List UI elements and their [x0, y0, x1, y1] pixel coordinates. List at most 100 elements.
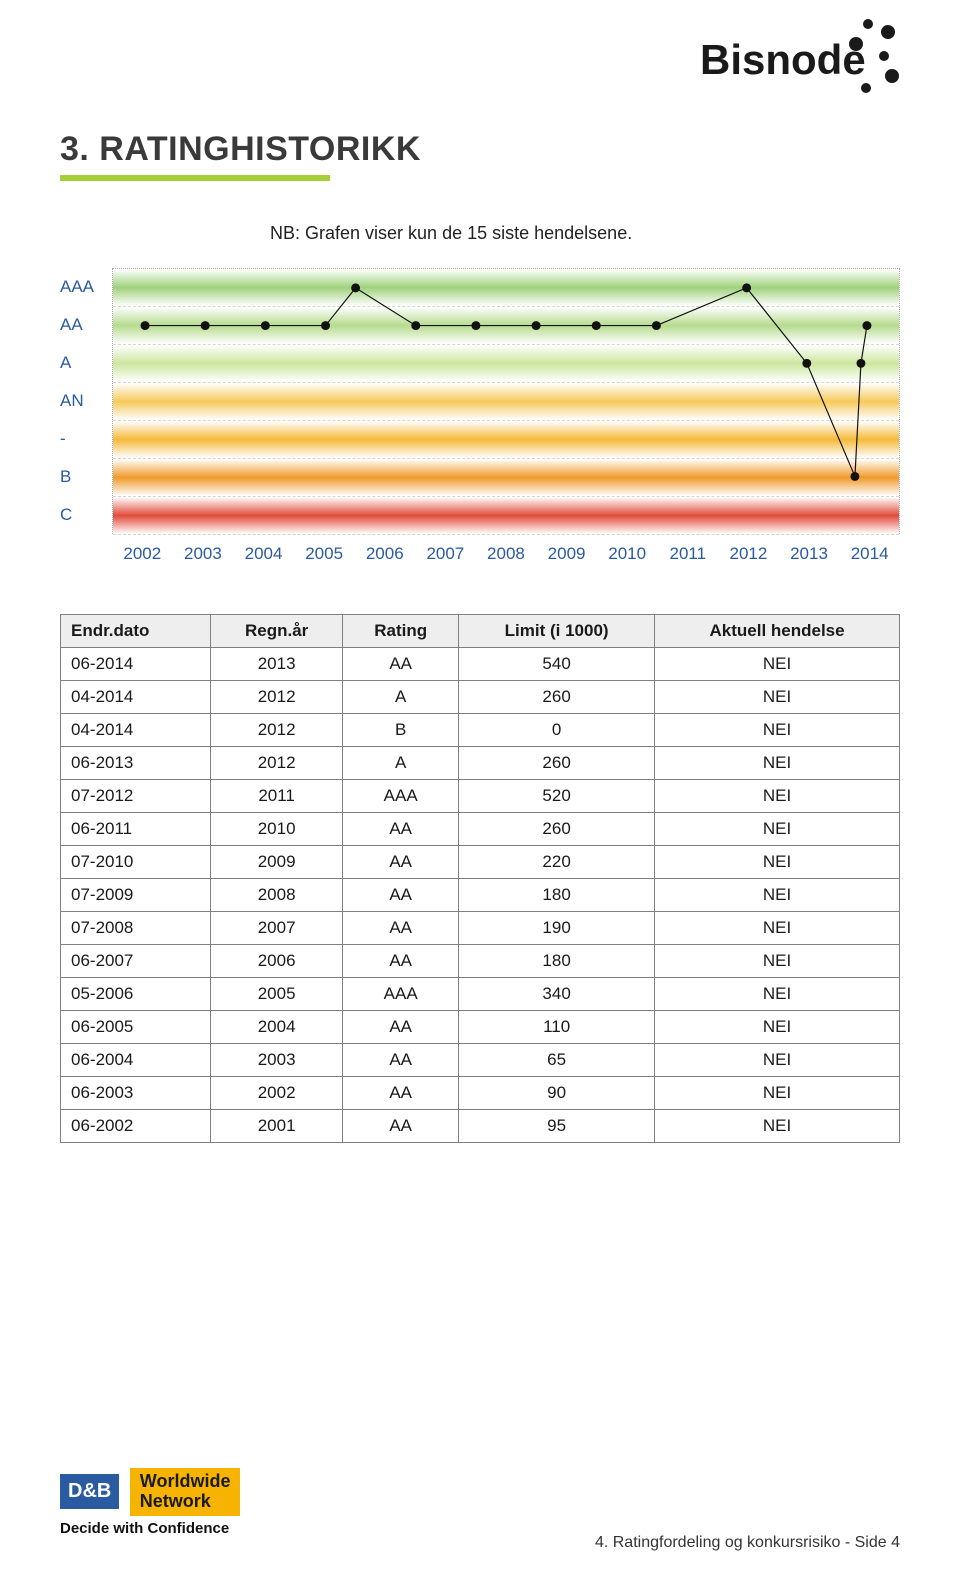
x-axis-label: 2007: [415, 544, 476, 564]
table-cell: 06-2003: [61, 1077, 211, 1110]
table-cell: AA: [343, 912, 459, 945]
table-header-row: Endr.datoRegn.årRatingLimit (i 1000)Aktu…: [61, 615, 900, 648]
rating-history-chart: AAAAAAAN-BC 2002200320042005200620072008…: [60, 268, 900, 588]
table-cell: 2007: [211, 912, 343, 945]
table-column-header: Endr.dato: [61, 615, 211, 648]
table-cell: A: [343, 747, 459, 780]
y-axis-label: AN: [60, 391, 84, 411]
table-column-header: Aktuell hendelse: [655, 615, 900, 648]
table-cell: AAA: [343, 978, 459, 1011]
table-cell: 07-2008: [61, 912, 211, 945]
table-row: 04-20142012B0NEI: [61, 714, 900, 747]
table-cell: NEI: [655, 714, 900, 747]
table-row: 04-20142012A260NEI: [61, 681, 900, 714]
y-axis-label: AAA: [60, 277, 94, 297]
table-cell: 180: [459, 879, 655, 912]
chart-note: NB: Grafen viser kun de 15 siste hendels…: [270, 223, 900, 244]
table-cell: 260: [459, 681, 655, 714]
db-badge: D&B: [60, 1474, 119, 1509]
table-cell: 2012: [211, 681, 343, 714]
table-cell: AA: [343, 648, 459, 681]
table-cell: 2013: [211, 648, 343, 681]
footer-page-ref: 4. Ratingfordeling og konkursrisiko - Si…: [595, 1534, 900, 1552]
table-cell: A: [343, 681, 459, 714]
table-cell: 2004: [211, 1011, 343, 1044]
brand-logo: Bisnode: [700, 18, 900, 105]
rating-history-table: Endr.datoRegn.årRatingLimit (i 1000)Aktu…: [60, 614, 900, 1143]
table-cell: 2012: [211, 747, 343, 780]
x-axis-label: 2013: [779, 544, 840, 564]
worldwide-network-label: Worldwide Network: [130, 1468, 241, 1516]
table-cell: 2008: [211, 879, 343, 912]
table-column-header: Rating: [343, 615, 459, 648]
chart-y-axis-labels: AAAAAAAN-BC: [60, 268, 112, 534]
table-cell: AA: [343, 1110, 459, 1143]
table-cell: 2012: [211, 714, 343, 747]
footer-logo-block: D&B Worldwide Network Decide with Confid…: [60, 1468, 240, 1537]
table-cell: 340: [459, 978, 655, 1011]
table-cell: NEI: [655, 1110, 900, 1143]
table-cell: NEI: [655, 978, 900, 1011]
table-row: 07-20082007AA190NEI: [61, 912, 900, 945]
table-cell: NEI: [655, 747, 900, 780]
table-column-header: Regn.år: [211, 615, 343, 648]
y-axis-label: AA: [60, 315, 83, 335]
network-line1: Worldwide: [140, 1471, 231, 1491]
table-row: 06-20142013AA540NEI: [61, 648, 900, 681]
x-axis-label: 2011: [657, 544, 718, 564]
table-row: 06-20032002AA90NEI: [61, 1077, 900, 1110]
table-cell: AA: [343, 879, 459, 912]
table-cell: 2005: [211, 978, 343, 1011]
table-cell: 520: [459, 780, 655, 813]
table-cell: AAA: [343, 780, 459, 813]
table-cell: 2009: [211, 846, 343, 879]
table-cell: B: [343, 714, 459, 747]
table-cell: 06-2013: [61, 747, 211, 780]
table-cell: 260: [459, 813, 655, 846]
table-cell: 180: [459, 945, 655, 978]
table-cell: 05-2006: [61, 978, 211, 1011]
table-cell: NEI: [655, 681, 900, 714]
table-cell: 06-2011: [61, 813, 211, 846]
table-cell: 95: [459, 1110, 655, 1143]
y-axis-label: B: [60, 467, 71, 487]
x-axis-label: 2004: [233, 544, 294, 564]
table-cell: NEI: [655, 945, 900, 978]
network-line2: Network: [140, 1491, 211, 1511]
table-cell: NEI: [655, 846, 900, 879]
x-axis-label: 2005: [294, 544, 355, 564]
x-axis-label: 2003: [173, 544, 234, 564]
table-cell: 06-2004: [61, 1044, 211, 1077]
table-cell: AA: [343, 1011, 459, 1044]
table-cell: 04-2014: [61, 714, 211, 747]
table-row: 07-20102009AA220NEI: [61, 846, 900, 879]
brand-name: Bisnode: [700, 36, 866, 83]
table-cell: 110: [459, 1011, 655, 1044]
table-body: 06-20142013AA540NEI04-20142012A260NEI04-…: [61, 648, 900, 1143]
table-row: 06-20112010AA260NEI: [61, 813, 900, 846]
x-axis-label: 2009: [536, 544, 597, 564]
table-cell: 65: [459, 1044, 655, 1077]
x-axis-label: 2006: [354, 544, 415, 564]
table-row: 06-20052004AA110NEI: [61, 1011, 900, 1044]
table-cell: AA: [343, 945, 459, 978]
table-cell: 190: [459, 912, 655, 945]
table-cell: 07-2010: [61, 846, 211, 879]
title-underline: [60, 175, 330, 181]
chart-x-axis-labels: 2002200320042005200620072008200920102011…: [112, 544, 900, 564]
table-cell: 06-2007: [61, 945, 211, 978]
table-row: 06-20132012A260NEI: [61, 747, 900, 780]
x-axis-label: 2012: [718, 544, 779, 564]
table-cell: 04-2014: [61, 681, 211, 714]
table-cell: AA: [343, 813, 459, 846]
chart-line-svg: [113, 269, 899, 533]
x-axis-label: 2008: [476, 544, 537, 564]
table-cell: NEI: [655, 780, 900, 813]
table-cell: 0: [459, 714, 655, 747]
table-row: 06-20042003AA65NEI: [61, 1044, 900, 1077]
table-cell: 06-2005: [61, 1011, 211, 1044]
table-cell: 07-2009: [61, 879, 211, 912]
table-cell: 2010: [211, 813, 343, 846]
table-cell: 07-2012: [61, 780, 211, 813]
y-axis-label: -: [60, 429, 66, 449]
